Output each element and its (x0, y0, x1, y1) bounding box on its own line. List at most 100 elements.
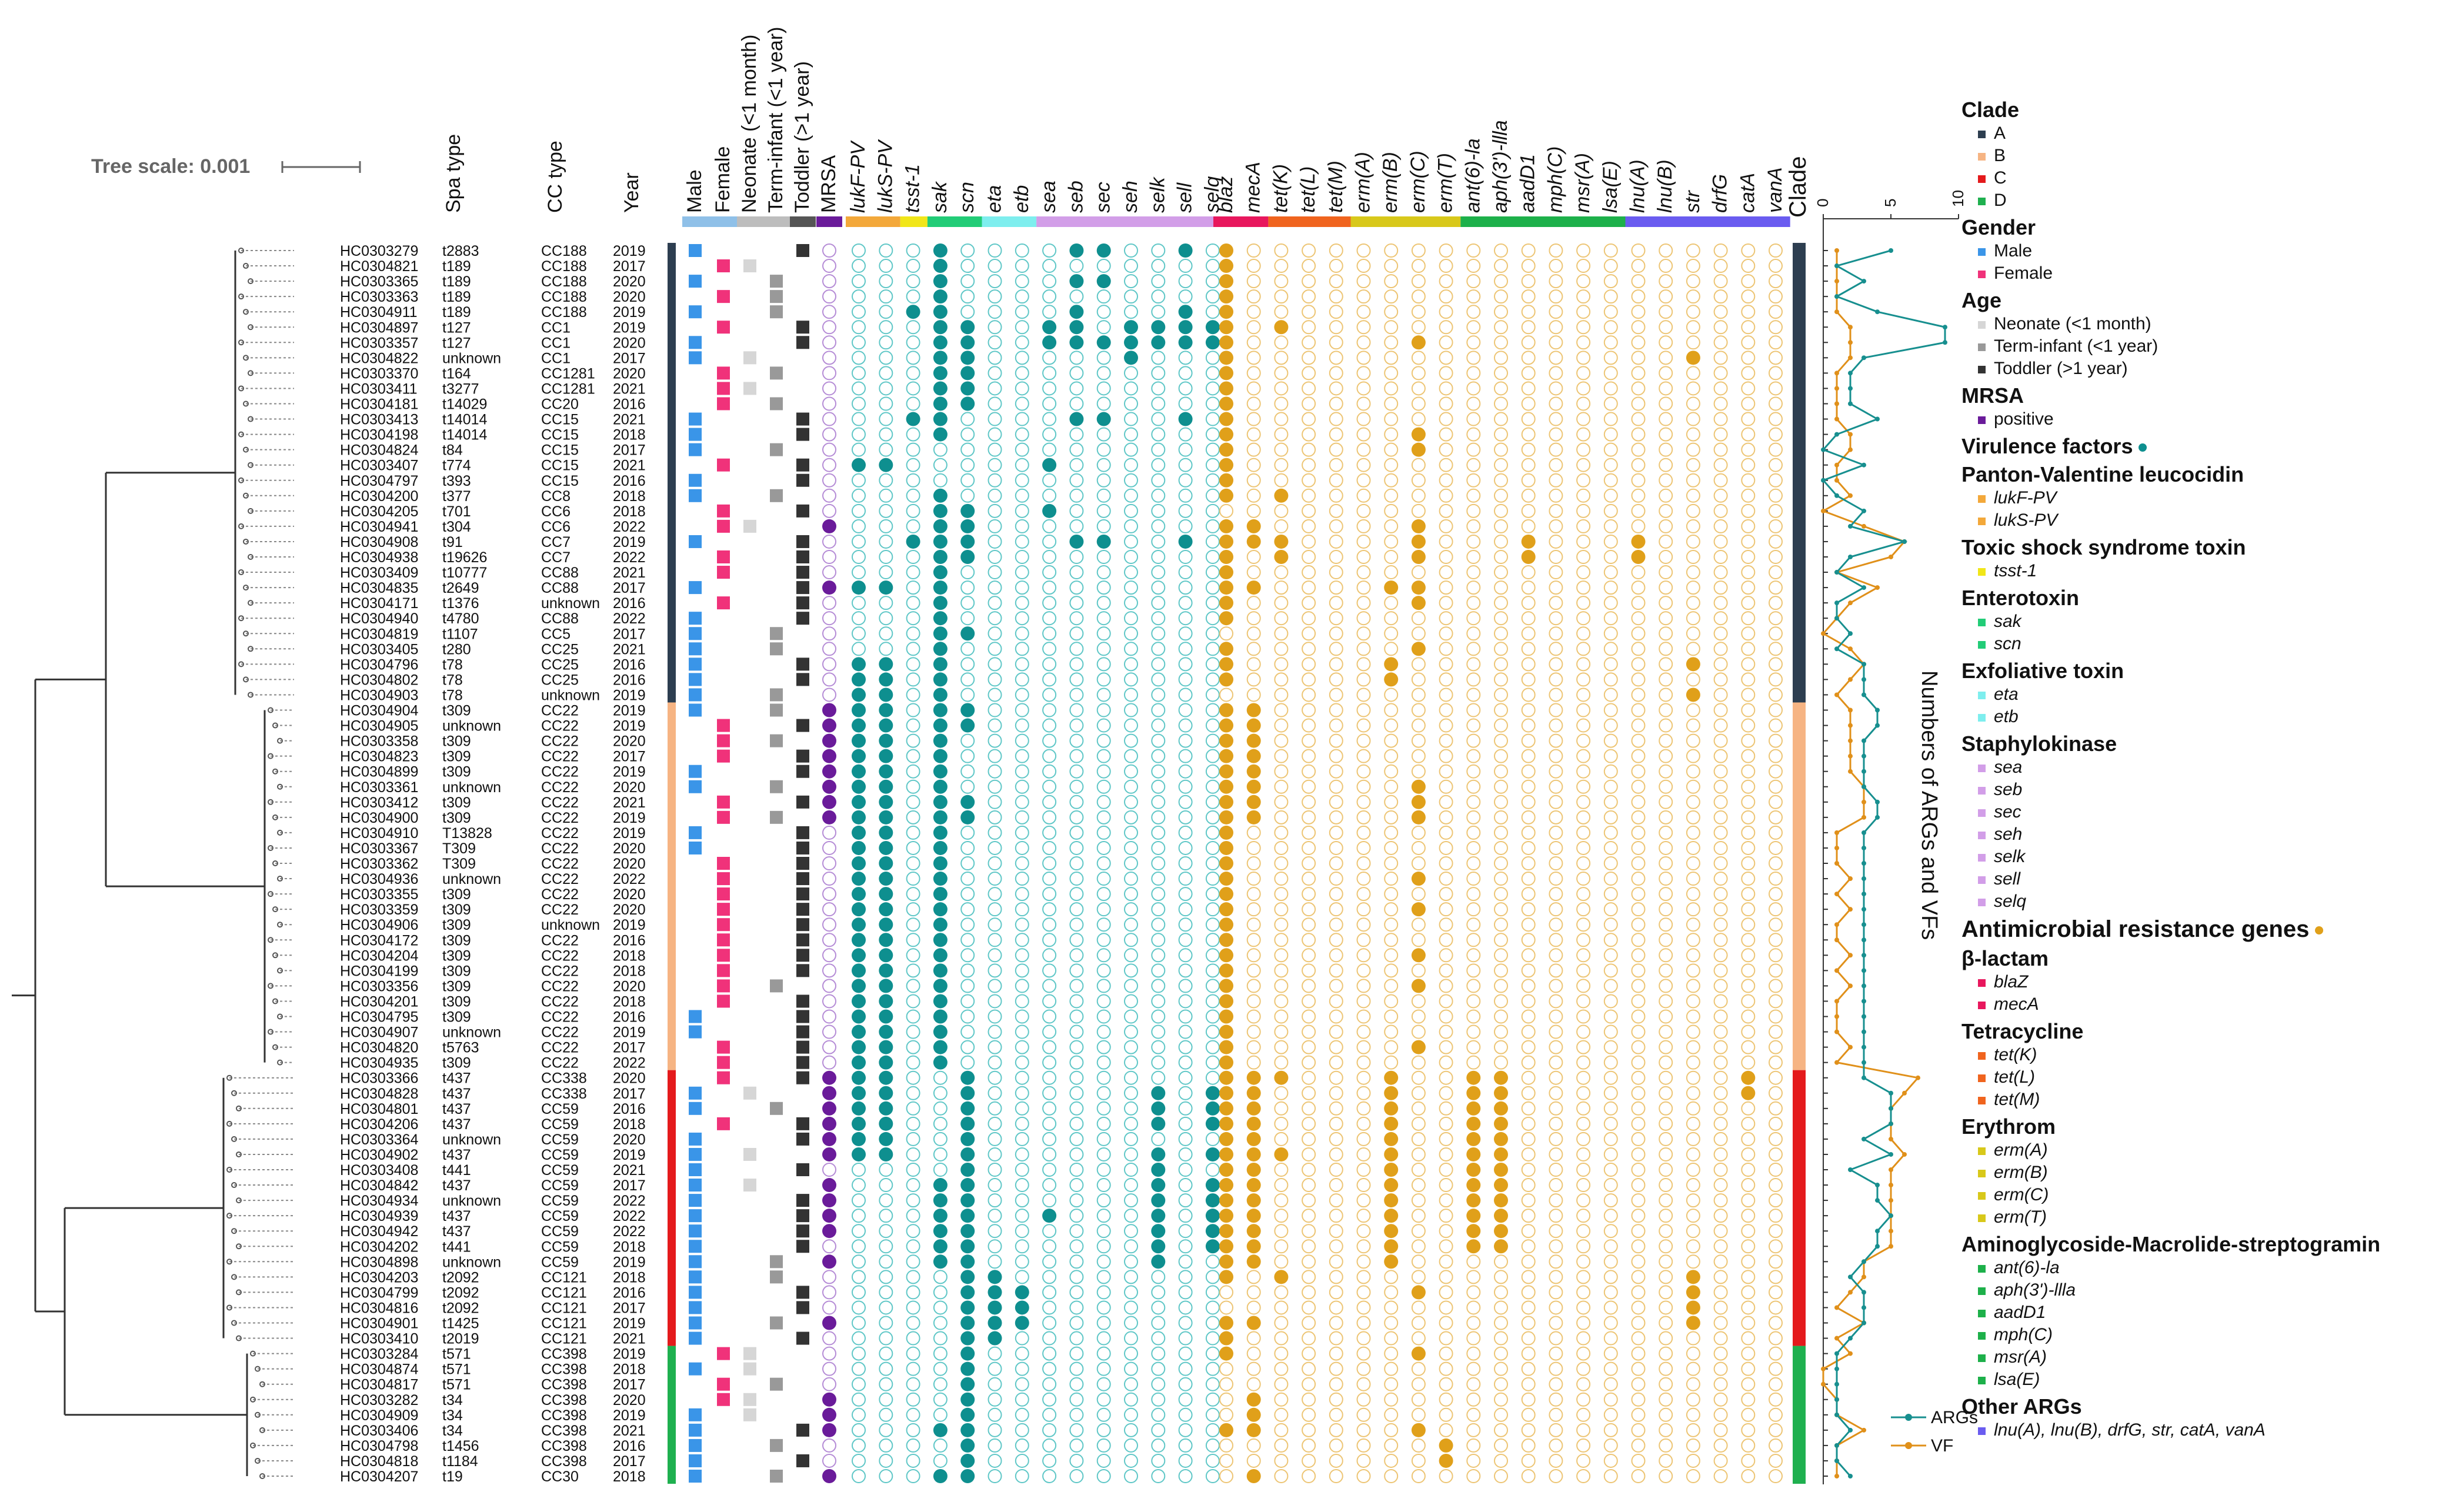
arg-absent-dot (1686, 503, 1700, 518)
arg-absent-dot (1302, 749, 1316, 763)
arg-absent-dot (1659, 243, 1673, 258)
arg-absent-dot (1549, 902, 1563, 917)
arg-absent-dot (1521, 840, 1536, 855)
arg-absent-dot (1659, 381, 1673, 396)
male-marker (689, 612, 702, 625)
arg-absent-dot (1439, 473, 1453, 488)
toddler-marker (796, 504, 809, 518)
row-year: 2017 (613, 1086, 646, 1102)
row-spa-type: t14014 (442, 427, 488, 443)
vf-absent-dot (852, 335, 866, 350)
arg-absent-dot (1549, 1361, 1563, 1376)
vf-present-dot (1042, 1209, 1057, 1223)
vf-present-dot (1178, 305, 1193, 319)
male-marker (689, 1470, 702, 1483)
vf-present-dot (933, 580, 948, 595)
vf-absent-dot (852, 442, 866, 457)
arg-absent-dot (1576, 1438, 1591, 1453)
arg-absent-dot (1494, 1285, 1508, 1300)
male-marker (689, 336, 702, 349)
arg-absent-dot (1769, 1101, 1783, 1116)
legend-arg-item-label: msr(A) (1994, 1347, 2047, 1367)
row-spa-type: t189 (442, 273, 471, 290)
args-point (1848, 1044, 1853, 1050)
arg-absent-dot (1384, 825, 1399, 840)
arg-absent-dot (1741, 473, 1756, 488)
arg-absent-dot (1741, 1147, 1756, 1161)
vf-absent-dot (1151, 764, 1166, 779)
arg-present-dot (1219, 1331, 1233, 1346)
vf-absent-dot (879, 366, 893, 380)
arg-present-dot (1411, 534, 1426, 549)
arg-absent-dot (1603, 687, 1618, 702)
row-year: 2022 (613, 1055, 646, 1072)
tree-tip-node (277, 1013, 283, 1020)
vf-absent-dot (1151, 596, 1166, 610)
arg-absent-dot (1659, 305, 1673, 319)
vf-absent-dot (1069, 1101, 1084, 1116)
args-point (1834, 401, 1839, 406)
arg-absent-dot (1576, 580, 1591, 595)
vf-absent-dot (1042, 917, 1057, 932)
arg-absent-dot (1603, 473, 1618, 488)
vf-present-dot (933, 289, 948, 304)
vf-absent-dot (1151, 611, 1166, 626)
header-arg-12: mph(C) (1544, 146, 1566, 213)
arg-absent-dot (1494, 1392, 1508, 1407)
vf-absent-dot (1042, 1024, 1057, 1039)
vf-absent-dot (1042, 442, 1057, 457)
vf-absent-dot (1096, 979, 1111, 993)
mrsa-empty (822, 1055, 836, 1070)
vf-absent-dot (852, 1377, 866, 1391)
row-year: 2017 (613, 1377, 646, 1393)
arg-absent-dot (1549, 779, 1563, 794)
arg-absent-dot (1411, 718, 1426, 733)
arg-absent-dot (1246, 1040, 1261, 1054)
vf-absent-dot (988, 1086, 1002, 1100)
row-isolate-id: HC0304941 (340, 519, 418, 535)
arg-absent-dot (1741, 488, 1756, 503)
arg-absent-dot (1329, 442, 1343, 457)
arg-absent-dot (1686, 1132, 1700, 1146)
arg-absent-dot (1466, 1346, 1481, 1361)
vf-absent-dot (1069, 458, 1084, 472)
arg-absent-dot (1549, 503, 1563, 518)
vf-present-dot (933, 779, 948, 794)
vf-point (1848, 1336, 1853, 1341)
arg-present-dot (1411, 442, 1426, 457)
vf-absent-dot (1096, 1239, 1111, 1254)
vf-absent-dot (1096, 963, 1111, 978)
args-point (1848, 447, 1853, 452)
arg-absent-dot (1329, 1300, 1343, 1315)
arg-absent-dot (1741, 672, 1756, 687)
row-isolate-id: HC0304901 (340, 1316, 418, 1332)
arg-absent-dot (1741, 396, 1756, 411)
arg-absent-dot (1686, 1392, 1700, 1407)
vf-absent-dot (1151, 1453, 1166, 1468)
arg-absent-dot (1466, 779, 1481, 794)
row-spa-type: t34 (442, 1407, 463, 1424)
arg-absent-dot (1494, 503, 1508, 518)
arg-absent-dot (1741, 442, 1756, 457)
vf-absent-dot (1015, 1101, 1029, 1116)
arg-absent-dot (1356, 657, 1371, 672)
arg-absent-dot (1356, 687, 1371, 702)
row-cc-type: CC25 (541, 641, 579, 657)
vf-absent-dot (852, 503, 866, 518)
vf-absent-dot (1178, 718, 1193, 733)
args-point (1834, 1305, 1839, 1310)
toddler-marker (796, 1301, 809, 1314)
vf-point (1848, 1474, 1853, 1478)
arg-absent-dot (1631, 718, 1646, 733)
vf-absent-dot (906, 933, 920, 947)
row-spa-type: unknown (442, 1193, 501, 1209)
arg-absent-dot (1494, 1300, 1508, 1315)
mrsa-dot (822, 810, 836, 825)
row-isolate-id: HC0304817 (340, 1377, 418, 1393)
tree-tip-node (277, 829, 283, 836)
vf-absent-dot (906, 825, 920, 840)
arg-absent-dot (1741, 1331, 1756, 1346)
arg-absent-dot (1302, 503, 1316, 518)
vf-absent-dot (1151, 1285, 1166, 1300)
vf-present-dot (933, 825, 948, 840)
